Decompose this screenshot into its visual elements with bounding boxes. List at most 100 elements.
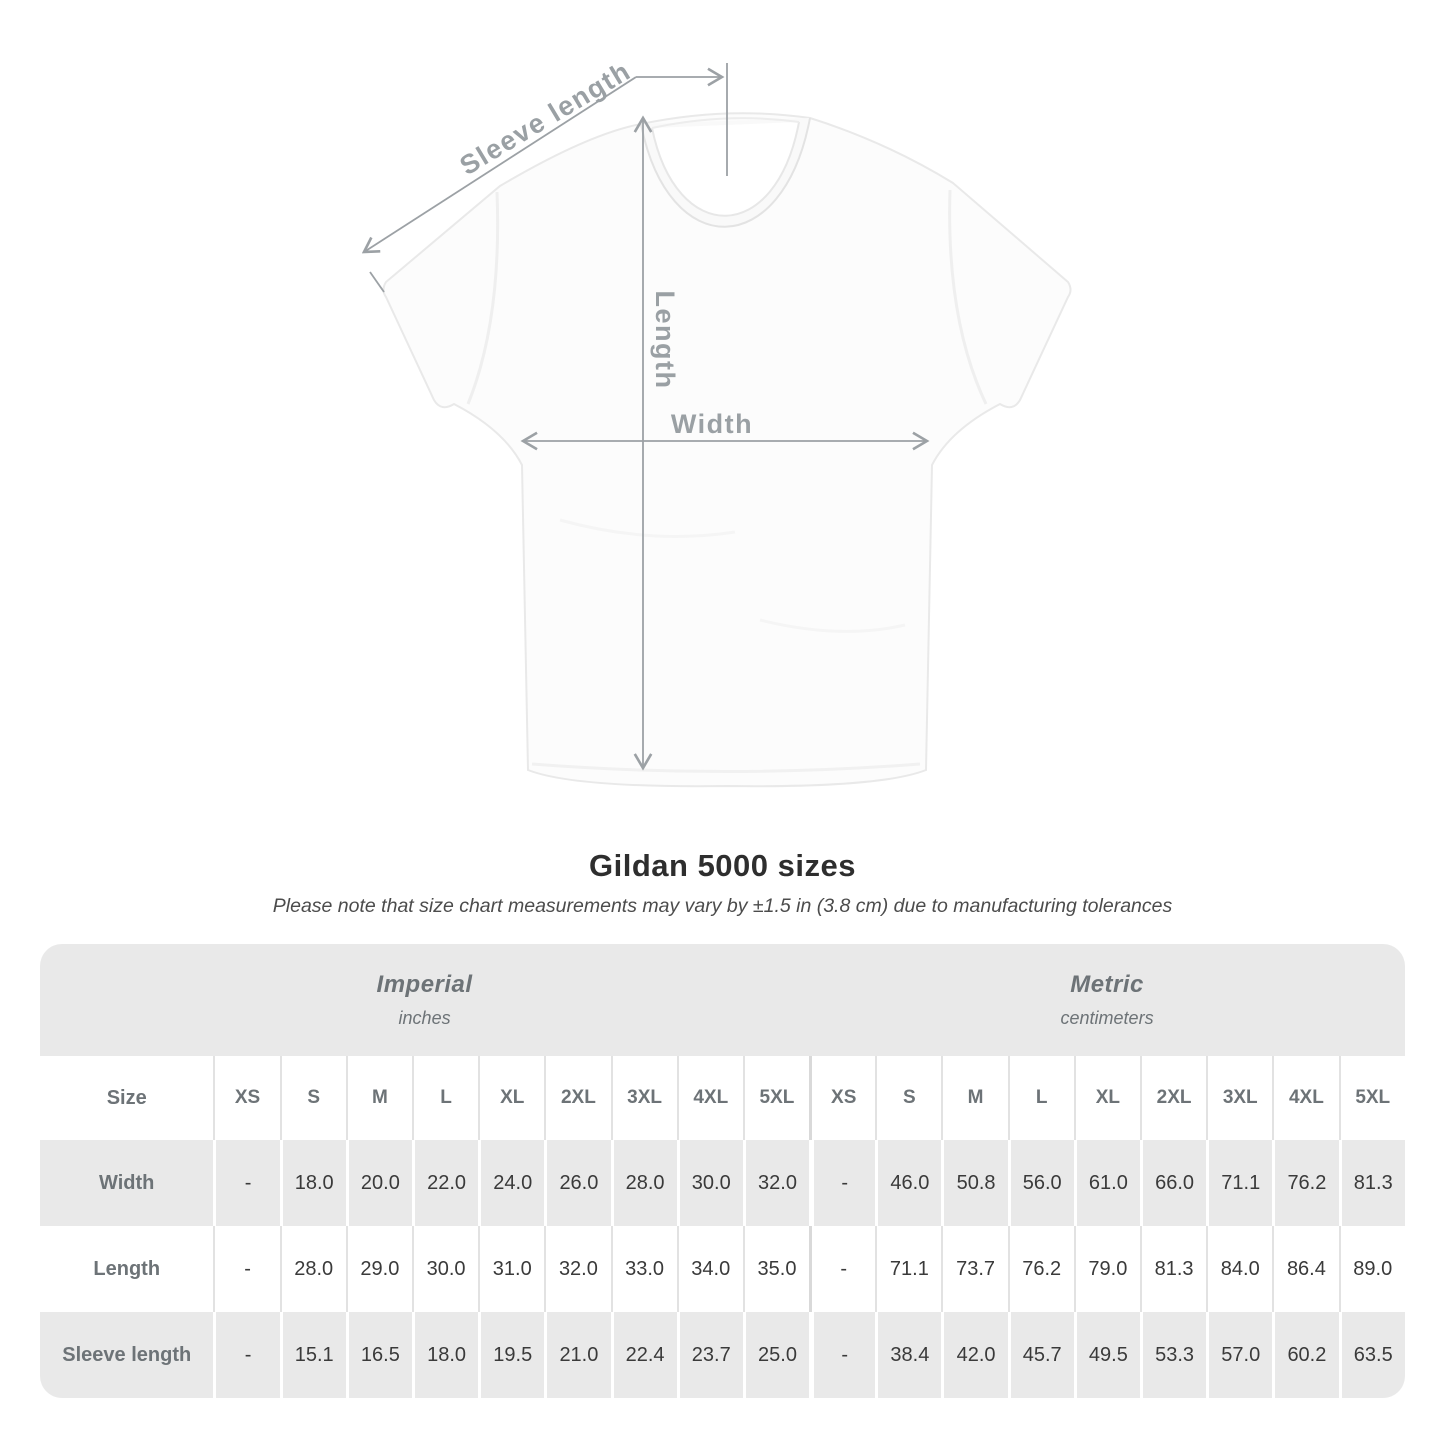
length-value-cell: 84.0 xyxy=(1206,1226,1272,1312)
sleeve-length-value-cell: 19.5 xyxy=(478,1312,544,1398)
width-value-cell: 71.1 xyxy=(1206,1140,1272,1226)
size-header-cell: 3XL xyxy=(1206,1056,1272,1140)
left-sleeve-seam xyxy=(466,191,500,405)
size-header-cell: M xyxy=(345,1056,412,1140)
width-value-cell: 66.0 xyxy=(1139,1140,1206,1226)
length-value-cell: 81.3 xyxy=(1139,1226,1206,1312)
sleeve-length-value-cell: - xyxy=(213,1312,279,1398)
size-header-cell: 4XL xyxy=(1272,1056,1338,1140)
width-value-cell: 56.0 xyxy=(1007,1140,1074,1226)
row-label-length: Length xyxy=(93,1257,161,1280)
metric-label: Metric xyxy=(1070,971,1144,998)
sleeve-tip-tick xyxy=(369,271,385,293)
width-value-cell: 50.8 xyxy=(941,1140,1007,1226)
width-value-cell: 20.0 xyxy=(345,1140,412,1226)
table-row-sleeve-length: Sleeve length -15.1 16.5 18.0 19.5 21.0 22.4 2… xyxy=(40,1312,1405,1398)
sleeve-length-value-cell: 23.7 xyxy=(676,1312,743,1398)
units-header-imperial: Imperial inches xyxy=(40,944,810,1056)
sleeve-length-value-cell: 21.0 xyxy=(544,1312,610,1398)
length-value-cell: 89.0 xyxy=(1338,1226,1406,1312)
length-value-cell: 33.0 xyxy=(610,1226,677,1312)
size-header-cell: XS xyxy=(213,1056,279,1140)
length-label: Length xyxy=(650,291,680,390)
sleeve-length-value-cell: 42.0 xyxy=(941,1312,1007,1398)
length-value-cell: - xyxy=(213,1226,279,1312)
sleeve-length-value-cell: 15.1 xyxy=(279,1312,346,1398)
size-header-cell: 2XL xyxy=(544,1056,610,1140)
size-header-cell: S xyxy=(279,1056,346,1140)
sleeve-length-value-cell: - xyxy=(809,1312,875,1398)
measurement-arrows xyxy=(364,63,927,768)
length-value-cell: 86.4 xyxy=(1272,1226,1338,1312)
imperial-label: Imperial xyxy=(376,971,473,998)
width-value-cell: 24.0 xyxy=(478,1140,544,1226)
length-value-cell: 32.0 xyxy=(544,1226,610,1312)
sleeve-length-arrow xyxy=(364,76,637,252)
length-value-cell: 71.1 xyxy=(875,1226,941,1312)
sleeve-length-value-cell: 45.7 xyxy=(1007,1312,1074,1398)
width-value-cell: 22.0 xyxy=(411,1140,478,1226)
width-value-cell: 26.0 xyxy=(544,1140,610,1226)
row-label-sleeve-length: Sleeve length xyxy=(62,1343,192,1366)
width-value-cell: 28.0 xyxy=(610,1140,677,1226)
size-table: Imperial inches Metric centimeters Size … xyxy=(40,944,1405,1398)
sleeve-length-value-cell: 38.4 xyxy=(875,1312,941,1398)
width-value-cell: 76.2 xyxy=(1272,1140,1338,1226)
metric-unit-label: centimeters xyxy=(1060,1008,1154,1028)
length-value-cell: 28.0 xyxy=(279,1226,346,1312)
size-header-cell: 5XL xyxy=(1338,1056,1406,1140)
width-value-cell: 81.3 xyxy=(1338,1140,1406,1226)
sleeve-length-value-cell: 53.3 xyxy=(1139,1312,1206,1398)
size-header-cell: XL xyxy=(1073,1056,1140,1140)
length-value-cell: 34.0 xyxy=(676,1226,743,1312)
units-header-row: Imperial inches Metric centimeters xyxy=(40,944,1405,1056)
row-label-width: Width xyxy=(99,1171,155,1194)
size-header-cell: L xyxy=(411,1056,478,1140)
sleeve-length-value-cell: 22.4 xyxy=(610,1312,677,1398)
tshirt-shape xyxy=(382,112,1072,788)
sleeve-length-value-cell: 63.5 xyxy=(1338,1312,1406,1398)
tshirt-illustration: Sleeve length Length Width xyxy=(0,56,1072,788)
size-header-cell: XL xyxy=(478,1056,544,1140)
wrinkle xyxy=(759,618,906,633)
width-value-cell: 46.0 xyxy=(875,1140,941,1226)
size-chart: Imperial inches Metric centimeters Size … xyxy=(40,944,1405,1398)
length-value-cell: - xyxy=(809,1226,875,1312)
length-value-cell: 76.2 xyxy=(1007,1226,1074,1312)
imperial-unit-label: inches xyxy=(398,1008,451,1028)
sleeve-length-value-cell: 18.0 xyxy=(411,1312,478,1398)
length-value-cell: 35.0 xyxy=(742,1226,809,1312)
width-value-cell: - xyxy=(213,1140,279,1226)
width-value-cell: 61.0 xyxy=(1073,1140,1140,1226)
tshirt-measurement-diagram: Sleeve length Length Width xyxy=(0,56,1072,788)
sleeve-length-value-cell: 49.5 xyxy=(1073,1312,1140,1398)
size-header-row: Size XS S M L XL 2XL 3XL 4XL 5XL XS S M L XL 2XL 3XL 4XL… xyxy=(40,1056,1405,1140)
units-header-metric: Metric centimeters xyxy=(809,944,1405,1056)
caption: Gildan 5000 sizes Please note that size … xyxy=(0,848,1445,918)
size-header-cell: 4XL xyxy=(676,1056,743,1140)
sleeve-length-value-cell: 60.2 xyxy=(1272,1312,1338,1398)
collar-inner xyxy=(651,121,800,217)
size-header-cell: M xyxy=(941,1056,1007,1140)
size-header-cell: 3XL xyxy=(610,1056,677,1140)
width-value-cell: 32.0 xyxy=(742,1140,809,1226)
length-value-cell: 73.7 xyxy=(941,1226,1007,1312)
size-header-cell: S xyxy=(875,1056,941,1140)
length-value-cell: 29.0 xyxy=(345,1226,412,1312)
length-value-cell: 79.0 xyxy=(1073,1226,1140,1312)
table-row-length: Length -28.0 29.0 30.0 31.0 32.0 33.0 34.0 35.0… xyxy=(40,1226,1405,1312)
right-sleeve-seam xyxy=(948,189,988,405)
length-value-cell: 31.0 xyxy=(478,1226,544,1312)
width-value-cell: 30.0 xyxy=(676,1140,743,1226)
hem-shadow xyxy=(531,762,921,773)
table-row-width: Width -18.0 20.0 22.0 24.0 26.0 28.0 30.0 32.0-… xyxy=(40,1140,1405,1226)
page-subtitle: Please note that size chart measurements… xyxy=(272,895,1173,917)
width-value-cell: 18.0 xyxy=(279,1140,346,1226)
size-header-cell: L xyxy=(1007,1056,1074,1140)
width-value-cell: - xyxy=(809,1140,875,1226)
width-label: Width xyxy=(671,409,753,439)
size-header-cell: XS xyxy=(809,1056,875,1140)
size-column-label: Size xyxy=(106,1086,147,1109)
sleeve-length-value-cell: 25.0 xyxy=(742,1312,809,1398)
